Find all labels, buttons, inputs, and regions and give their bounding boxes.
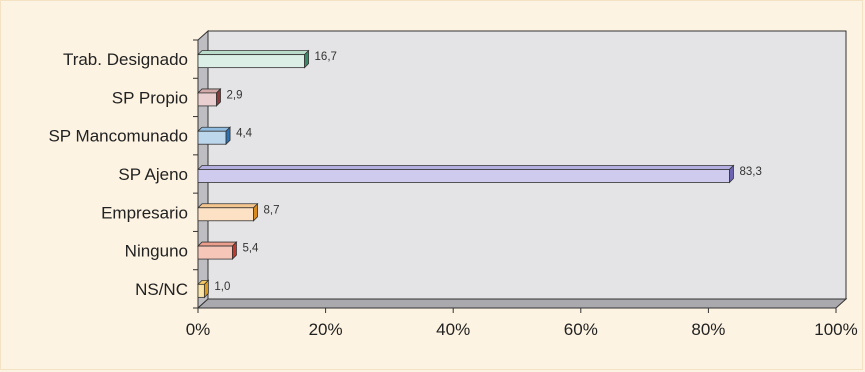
bar (197, 245, 233, 260)
bar-end-face (232, 241, 237, 261)
x-tick-label: 80% (691, 320, 725, 339)
bar (197, 130, 227, 145)
x-tick-label: 20% (309, 320, 343, 339)
bar-end-face (225, 126, 231, 146)
data-label: 4,4 (236, 128, 253, 140)
category-label: Empresario (101, 203, 188, 222)
category-label: SP Mancomunado (48, 127, 188, 146)
x-tick-label: 0% (186, 320, 211, 339)
x-tick-label: 100% (814, 320, 857, 339)
x-tick-label: 40% (436, 320, 470, 339)
bar-end-face (216, 87, 221, 107)
data-label: 8,7 (264, 204, 280, 216)
data-label: 1,0 (214, 281, 230, 293)
data-label: 83,3 (739, 166, 761, 178)
bar (197, 283, 205, 298)
category-label: Ninguno (125, 242, 188, 261)
bar-top-face (197, 165, 735, 170)
data-label: 2,9 (227, 89, 243, 101)
plot-floor (196, 298, 848, 309)
bar (197, 169, 730, 183)
bar-top-face (197, 203, 259, 209)
bar-end-face (729, 164, 734, 184)
bar-end-face (253, 202, 258, 222)
bar (197, 92, 217, 107)
x-tick-label: 60% (564, 320, 598, 339)
data-label: 5,4 (242, 243, 259, 255)
plot-back-wall (207, 30, 847, 300)
category-label: SP Ajeno (118, 165, 188, 184)
bar (197, 207, 254, 222)
bar-end-face (304, 49, 309, 69)
bar-top-face (197, 241, 238, 247)
bar-end-face (203, 279, 209, 299)
bar-top-face (197, 126, 232, 132)
bar-top-face (197, 50, 310, 56)
data-label: 16,7 (315, 51, 337, 63)
category-label: SP Propio (112, 88, 188, 107)
bar (197, 54, 305, 69)
category-label: Trab. Designado (63, 50, 188, 69)
category-label: NS/NC (135, 280, 188, 299)
